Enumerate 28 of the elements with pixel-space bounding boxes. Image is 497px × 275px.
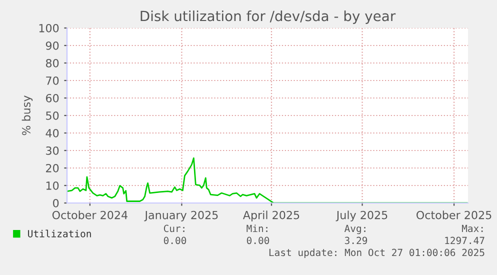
y-tick-label: 30 [46, 146, 59, 155]
y-tick-label: 100 [39, 24, 59, 32]
y-tick-label: 80 [46, 58, 59, 68]
y-tick-label: 40 [46, 128, 59, 138]
y-tick-label: 90 [46, 41, 59, 50]
x-tick-label: January 2025 [144, 210, 218, 222]
text: Cur: [164, 224, 184, 232]
text: Last update: Mon Oct 27 01:00:06 2025 [269, 248, 484, 258]
text: Avg: [344, 224, 366, 234]
text: 0.00 [246, 236, 270, 244]
text: Max: [462, 224, 483, 232]
y-tick-label: 60 [46, 94, 59, 102]
x-tick-label: October 2025 [416, 210, 492, 220]
y-axis-title: % busy [22, 96, 33, 136]
x-tick-label: October 2024 [52, 210, 128, 220]
text: 3.29 [344, 236, 368, 244]
chart-title: Disk utilization for /dev/sda - by year [140, 10, 396, 24]
text: 0.00 [164, 236, 186, 244]
legend-label: Utilization [28, 230, 91, 238]
y-tick-label: 0 [53, 198, 59, 208]
y-tick-label: 70 [46, 76, 59, 85]
text: 1297.47 [445, 236, 484, 244]
text: Min: [246, 224, 268, 232]
y-tick-label: 10 [46, 181, 59, 190]
y-tick-label: 20 [46, 164, 59, 172]
x-tick-label: April 2025 [242, 210, 300, 222]
x-tick-label: July 2025 [336, 210, 388, 222]
y-tick-label: 50 [46, 111, 59, 120]
